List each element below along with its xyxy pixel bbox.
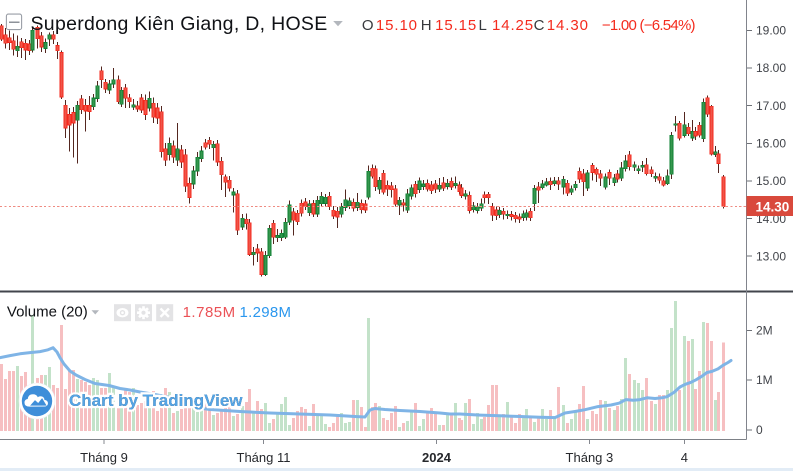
svg-text:4: 4 — [681, 450, 688, 465]
svg-text:1.785M: 1.785M — [183, 304, 236, 321]
svg-text:16.00: 16.00 — [756, 137, 786, 151]
svg-text:Tháng 11: Tháng 11 — [237, 450, 291, 465]
svg-text:Tháng 9: Tháng 9 — [80, 450, 128, 465]
svg-text:2M: 2M — [756, 324, 773, 338]
svg-text:1M: 1M — [756, 373, 773, 387]
svg-text:15.10: 15.10 — [376, 17, 418, 34]
svg-text:14.30: 14.30 — [547, 17, 589, 34]
svg-text:1.298M: 1.298M — [240, 304, 292, 321]
svg-text:2024: 2024 — [422, 450, 452, 465]
svg-text:0: 0 — [756, 423, 763, 437]
svg-text:14.30: 14.30 — [756, 199, 790, 214]
svg-text:−1.00 (−6.54%): −1.00 (−6.54%) — [602, 17, 696, 34]
svg-text:13.00: 13.00 — [756, 249, 786, 263]
svg-text:Chart by TradingView: Chart by TradingView — [69, 391, 243, 410]
svg-text:L: L — [479, 17, 487, 34]
svg-text:18.00: 18.00 — [756, 61, 786, 75]
svg-text:Volume (20): Volume (20) — [7, 304, 88, 321]
svg-text:15.15: 15.15 — [435, 17, 477, 34]
svg-text:17.00: 17.00 — [756, 99, 786, 113]
svg-text:19.00: 19.00 — [756, 24, 786, 38]
svg-text:14.25: 14.25 — [492, 17, 534, 34]
svg-text:Tháng 3: Tháng 3 — [566, 450, 614, 465]
svg-text:O: O — [362, 17, 374, 34]
svg-text:H: H — [421, 17, 432, 34]
svg-text:15.00: 15.00 — [756, 174, 786, 188]
svg-text:C: C — [534, 17, 545, 34]
svg-text:Superdong Kiên Giang, D, HOSE: Superdong Kiên Giang, D, HOSE — [31, 13, 328, 35]
